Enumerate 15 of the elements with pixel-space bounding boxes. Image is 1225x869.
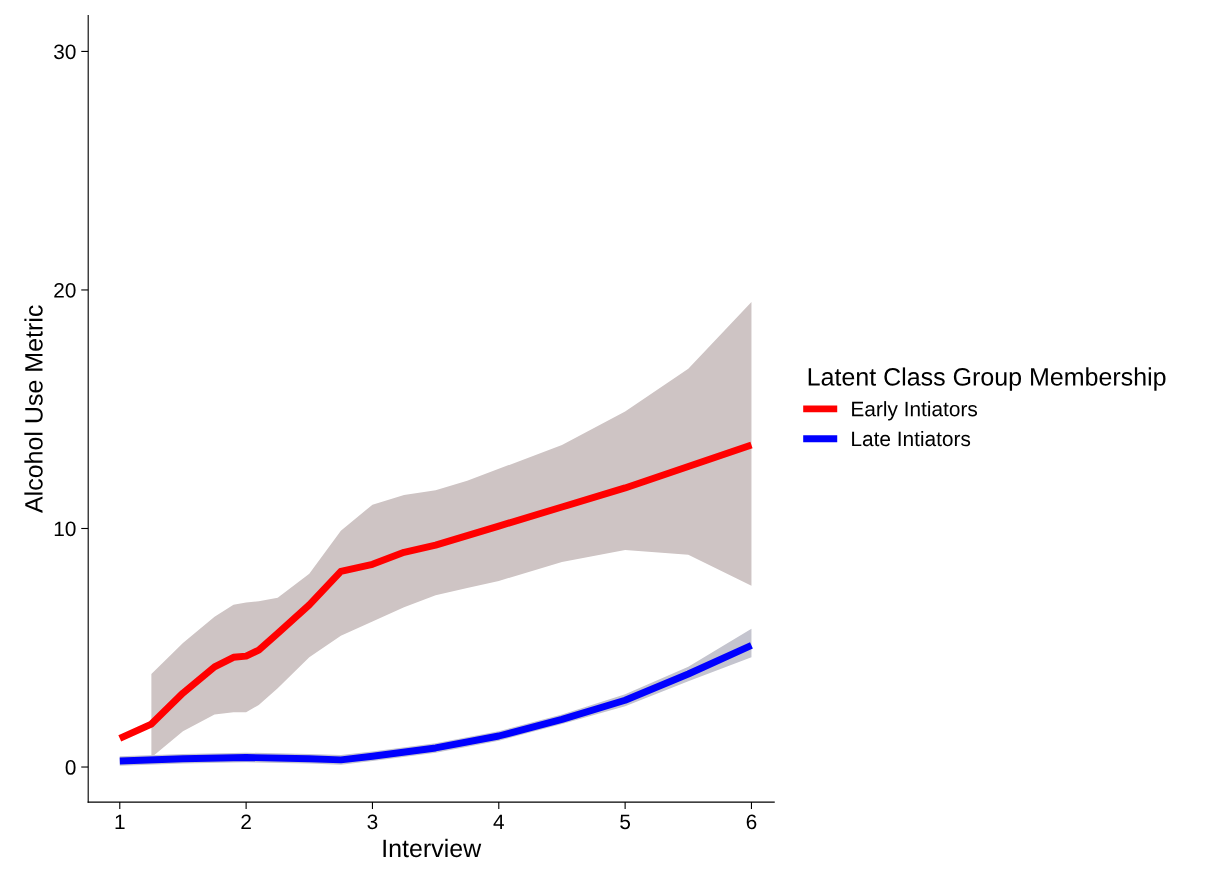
x-tick-label: 3 bbox=[367, 814, 378, 830]
y-tick-label: 0 bbox=[65, 760, 76, 775]
y-tick-label: 20 bbox=[54, 282, 76, 298]
y-tick-label: 30 bbox=[54, 44, 76, 60]
y-tick-label: 10 bbox=[54, 521, 76, 537]
x-tick-label: 5 bbox=[620, 814, 631, 830]
legend-label: Late Intiators bbox=[852, 430, 971, 447]
x-tick-label: 6 bbox=[746, 814, 757, 830]
legend-label: Early Intiators bbox=[852, 401, 978, 421]
x-tick-label: 1 bbox=[115, 814, 125, 829]
legend-title: Latent Class Group Membership bbox=[808, 367, 1166, 391]
x-tick-label: 2 bbox=[241, 814, 251, 829]
x-axis-title: Interview bbox=[383, 838, 482, 858]
y-axis-title: Alcohol Use Metric bbox=[24, 305, 43, 514]
x-tick-label: 4 bbox=[493, 814, 504, 829]
